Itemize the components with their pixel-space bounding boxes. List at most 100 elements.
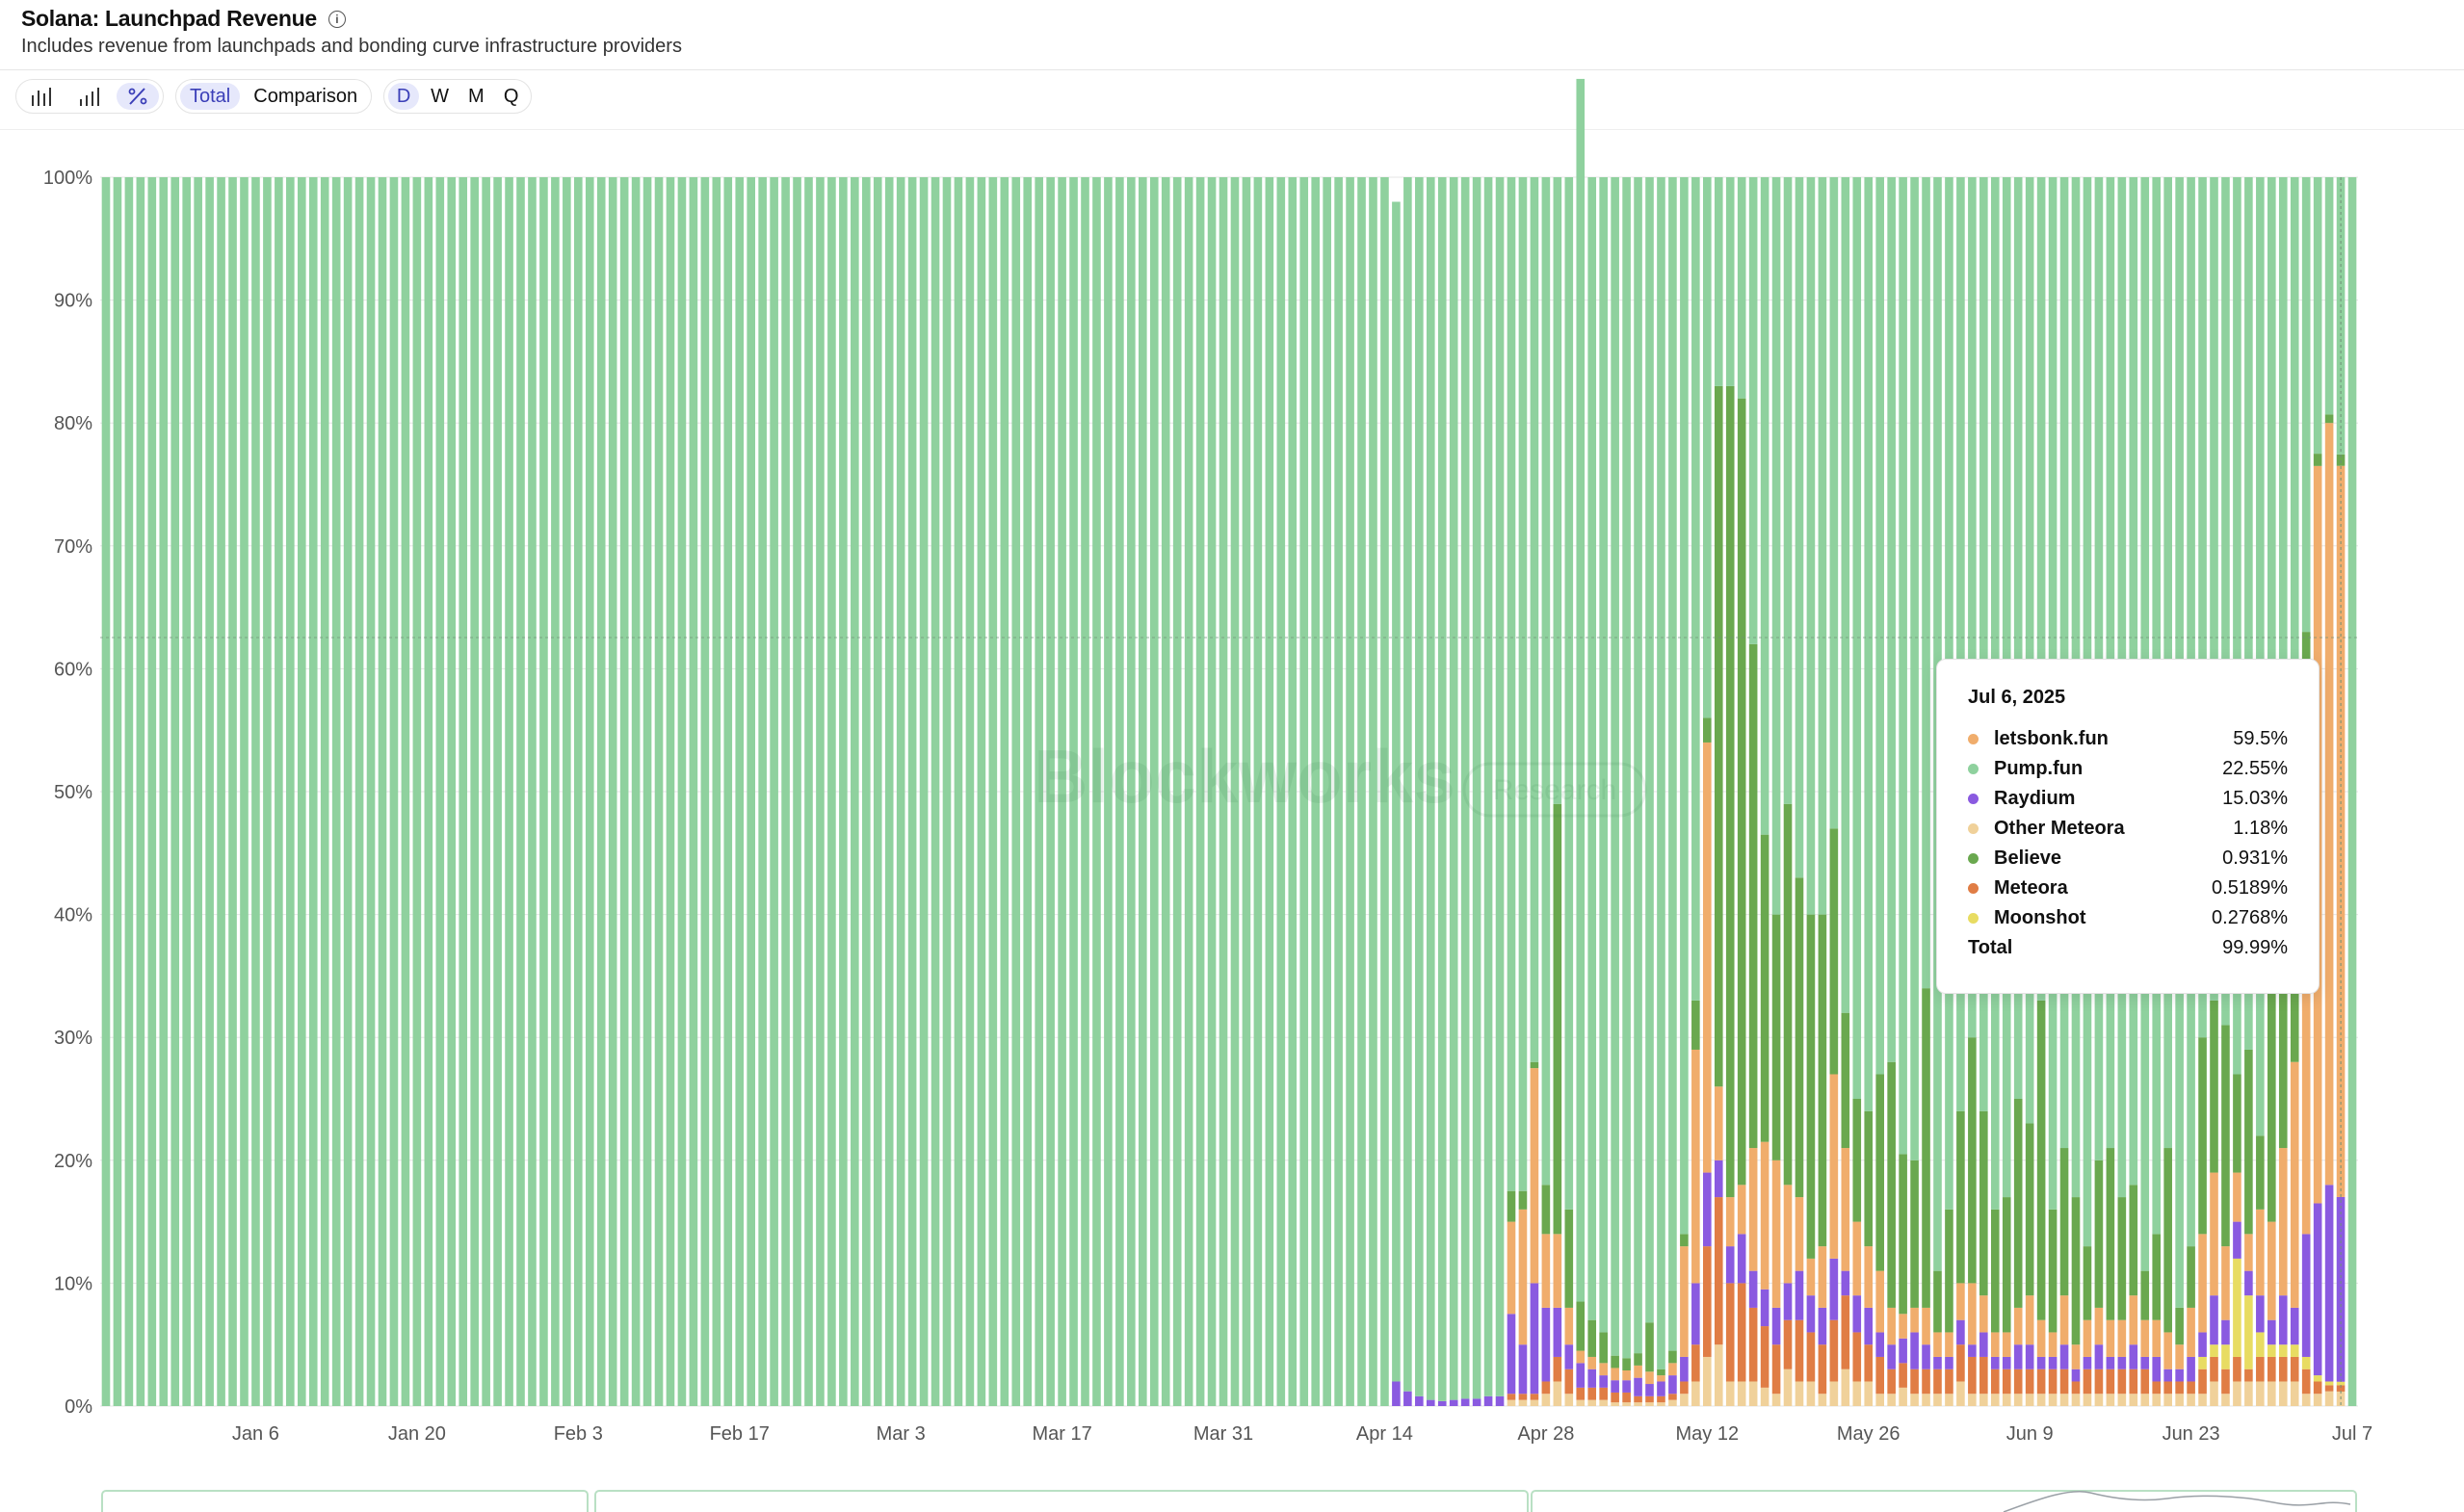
bar-segment[interactable] [1875, 1394, 1884, 1406]
bar-segment[interactable] [2059, 1148, 2069, 1296]
bar-segment[interactable] [1899, 1363, 1907, 1388]
bar-segment[interactable] [297, 177, 306, 1406]
bar-segment[interactable] [1460, 177, 1470, 1399]
bar-segment[interactable] [1806, 1258, 1816, 1296]
bar-segment[interactable] [1657, 1375, 1665, 1382]
bar-segment[interactable] [1611, 1402, 1619, 1406]
bar-segment[interactable] [1288, 177, 1298, 1406]
mode-total-button[interactable]: Total [180, 83, 241, 110]
bar-segment[interactable] [2278, 177, 2288, 977]
bar-segment[interactable] [1622, 1370, 1631, 1381]
bar-segment[interactable] [1691, 1344, 1700, 1382]
bar-segment[interactable] [907, 177, 917, 1406]
bar-segment[interactable] [1530, 1399, 1539, 1406]
bar-segment[interactable] [2256, 1135, 2265, 1210]
interval-d-button[interactable]: D [388, 83, 420, 110]
bar-segment[interactable] [1864, 1110, 1874, 1247]
bar-segment[interactable] [2163, 1381, 2172, 1395]
interval-m-button[interactable]: M [467, 85, 485, 107]
bar-segment[interactable] [1795, 877, 1804, 1198]
bar-segment[interactable] [851, 177, 859, 1406]
bar-segment[interactable] [2267, 177, 2276, 977]
bar-segment[interactable] [2117, 1369, 2127, 1395]
bar-segment[interactable] [1760, 834, 1769, 1142]
bar-segment[interactable] [1748, 1148, 1758, 1271]
bar-segment[interactable] [263, 177, 272, 1406]
bar-segment[interactable] [2244, 1049, 2253, 1235]
bar-segment[interactable] [2278, 1344, 2288, 1357]
bar-segment[interactable] [1680, 1234, 1689, 1247]
bar-segment[interactable] [2175, 1369, 2184, 1382]
bar-segment[interactable] [1403, 177, 1412, 1392]
bar-segment[interactable] [194, 177, 202, 1406]
bar-segment[interactable] [2278, 1295, 2288, 1345]
bar-segment[interactable] [1587, 1319, 1597, 1357]
bar-segment[interactable] [1714, 1197, 1723, 1345]
bar-segment[interactable] [1657, 1369, 1665, 1376]
bar-segment[interactable] [1518, 177, 1528, 1191]
bar-segment[interactable] [1541, 1381, 1551, 1395]
bar-segment[interactable] [1564, 1394, 1574, 1406]
bar-segment[interactable] [2221, 1025, 2230, 1247]
bar-chart-button[interactable] [20, 83, 65, 110]
bar-segment[interactable] [1887, 1394, 1896, 1406]
interval-w-button[interactable]: W [431, 85, 449, 107]
bar-segment[interactable] [1852, 1332, 1862, 1382]
bar-segment[interactable] [1104, 177, 1113, 1406]
bar-segment[interactable] [1806, 914, 1816, 1259]
bar-segment[interactable] [1922, 988, 1930, 1308]
bar-segment[interactable] [2059, 1369, 2069, 1395]
bar-segment[interactable] [528, 177, 537, 1406]
bar-segment[interactable] [2036, 1319, 2046, 1357]
bar-segment[interactable] [1990, 1332, 2000, 1357]
bar-segment[interactable] [1818, 177, 1827, 915]
bar-segment[interactable] [2094, 1394, 2104, 1406]
bar-segment[interactable] [1058, 177, 1066, 1406]
bar-segment[interactable] [1587, 1369, 1597, 1388]
bar-segment[interactable] [1127, 177, 1136, 1406]
bar-segment[interactable] [1311, 177, 1320, 1406]
bar-segment[interactable] [2083, 1356, 2092, 1369]
bar-segment[interactable] [1818, 1344, 1827, 1395]
bar-segment[interactable] [182, 177, 191, 1406]
bar-segment[interactable] [124, 177, 134, 1406]
bar-segment[interactable] [1184, 177, 1193, 1406]
bar-segment[interactable] [1979, 1295, 1988, 1333]
bar-segment[interactable] [1864, 1307, 1874, 1345]
bar-segment[interactable] [2140, 1270, 2150, 1320]
bar-segment[interactable] [1864, 1246, 1874, 1308]
bar-segment[interactable] [2152, 1319, 2162, 1357]
bar-segment[interactable] [2048, 1394, 2058, 1406]
bar-segment[interactable] [1945, 1394, 1953, 1406]
bar-segment[interactable] [1922, 1369, 1930, 1395]
bar-segment[interactable] [1530, 1068, 1539, 1284]
bar-segment[interactable] [1576, 1363, 1586, 1388]
bar-segment[interactable] [1553, 1234, 1562, 1308]
bar-segment[interactable] [1910, 177, 1919, 1160]
bar-segment[interactable] [942, 177, 952, 1406]
bar-segment[interactable] [1139, 177, 1147, 1406]
bar-segment[interactable] [2290, 963, 2299, 1062]
bar-segment[interactable] [1875, 1356, 1884, 1395]
bar-segment[interactable] [1046, 177, 1055, 1406]
bar-segment[interactable] [2036, 1356, 2046, 1369]
bar-segment[interactable] [1668, 1375, 1677, 1395]
bar-segment[interactable] [747, 177, 755, 1406]
bar-segment[interactable] [1852, 1221, 1862, 1296]
bar-segment[interactable] [2013, 1307, 2023, 1345]
bar-segment[interactable] [2106, 1319, 2115, 1357]
bar-segment[interactable] [320, 177, 329, 1406]
bar-segment[interactable] [1495, 1395, 1505, 1406]
bar-segment[interactable] [2336, 177, 2346, 455]
bar-segment[interactable] [2324, 1185, 2334, 1382]
bar-segment[interactable] [1645, 177, 1654, 1323]
bar-segment[interactable] [2347, 177, 2357, 1406]
bar-segment[interactable] [2313, 1375, 2322, 1382]
bar-segment[interactable] [2129, 1369, 2138, 1395]
bar-segment[interactable] [1576, 1301, 1586, 1351]
bar-segment[interactable] [2198, 1234, 2207, 1333]
bar-segment[interactable] [1806, 1295, 1816, 1333]
bar-segment[interactable] [1887, 1369, 1896, 1395]
bar-segment[interactable] [642, 177, 652, 1406]
bar-segment[interactable] [2278, 976, 2288, 1149]
